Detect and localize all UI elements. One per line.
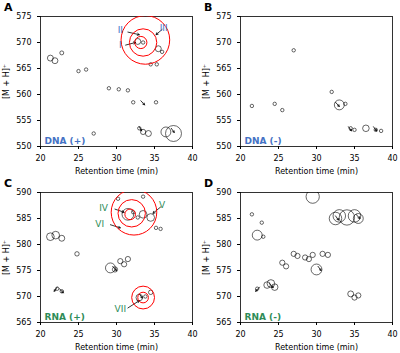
html-text:D: D [204, 177, 214, 190]
svg-text:585: 585 [16, 214, 31, 223]
svg-text:555: 555 [16, 116, 31, 125]
svg-text:40: 40 [187, 154, 197, 163]
svg-text:30: 30 [311, 154, 321, 163]
svg-text:VII: VII [115, 304, 126, 314]
html-text:B: B [204, 1, 213, 14]
svg-text:565: 565 [16, 318, 31, 327]
svg-text:Retention time (min): Retention time (min) [275, 343, 358, 352]
svg-text:20: 20 [35, 330, 45, 339]
svg-text:Retention time (min): Retention time (min) [275, 167, 358, 176]
svg-text:30: 30 [311, 330, 321, 339]
svg-text:20: 20 [235, 154, 245, 163]
svg-text:[M + H]⁺: [M + H]⁺ [2, 64, 11, 99]
svg-text:40: 40 [387, 154, 397, 163]
svg-text:570: 570 [216, 38, 231, 47]
svg-text:590: 590 [216, 188, 231, 197]
svg-text:560: 560 [216, 90, 231, 99]
svg-text:565: 565 [216, 318, 231, 327]
svg-text:20: 20 [35, 154, 45, 163]
svg-text:RNA (+): RNA (+) [45, 312, 85, 322]
svg-text:20: 20 [235, 330, 245, 339]
svg-text:550: 550 [16, 142, 31, 151]
svg-text:[M + H]⁺: [M + H]⁺ [202, 64, 211, 99]
html-text:A: A [4, 1, 13, 14]
svg-text:580: 580 [216, 240, 231, 249]
svg-text:565: 565 [216, 64, 231, 73]
svg-text:II: II [118, 25, 123, 35]
svg-text:555: 555 [216, 116, 231, 125]
svg-text:35: 35 [149, 154, 159, 163]
svg-text:I: I [119, 40, 122, 50]
svg-text:25: 25 [73, 154, 83, 163]
svg-text:585: 585 [216, 214, 231, 223]
svg-text:RNA (-): RNA (-) [245, 312, 282, 322]
svg-text:35: 35 [349, 330, 359, 339]
svg-text:560: 560 [16, 90, 31, 99]
svg-text:575: 575 [216, 12, 231, 21]
svg-text:[M + H]⁺: [M + H]⁺ [202, 240, 211, 275]
svg-text:Retention time (min): Retention time (min) [75, 167, 158, 176]
svg-text:III: III [160, 23, 168, 33]
svg-text:DNA (-): DNA (-) [245, 136, 282, 146]
svg-text:570: 570 [216, 292, 231, 301]
svg-text:35: 35 [149, 330, 159, 339]
svg-text:[M + H]⁺: [M + H]⁺ [2, 240, 11, 275]
svg-text:35: 35 [349, 154, 359, 163]
svg-text:580: 580 [16, 240, 31, 249]
svg-text:575: 575 [16, 12, 31, 21]
svg-text:590: 590 [16, 188, 31, 197]
svg-text:550: 550 [216, 142, 231, 151]
html-text:C: C [4, 177, 13, 190]
svg-text:Retention time (min): Retention time (min) [75, 343, 158, 352]
svg-text:30: 30 [111, 154, 121, 163]
svg-text:570: 570 [16, 292, 31, 301]
svg-text:DNA (+): DNA (+) [45, 136, 86, 146]
svg-text:VI: VI [95, 219, 104, 229]
svg-text:IV: IV [99, 203, 109, 213]
svg-text:30: 30 [111, 330, 121, 339]
svg-text:565: 565 [16, 64, 31, 73]
svg-text:575: 575 [216, 266, 231, 275]
svg-text:25: 25 [273, 154, 283, 163]
svg-text:570: 570 [16, 38, 31, 47]
svg-text:40: 40 [187, 330, 197, 339]
svg-text:V: V [159, 200, 166, 210]
svg-text:40: 40 [387, 330, 397, 339]
svg-text:25: 25 [73, 330, 83, 339]
svg-text:25: 25 [273, 330, 283, 339]
svg-text:575: 575 [16, 266, 31, 275]
